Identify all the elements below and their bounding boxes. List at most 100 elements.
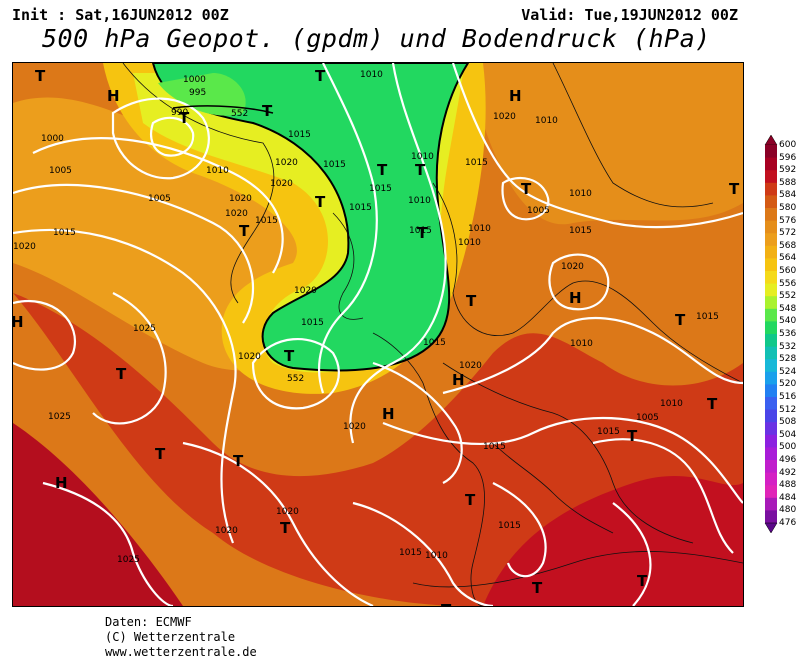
legend-tick-label: 556	[779, 278, 797, 289]
isobar-label: 1010	[411, 152, 434, 162]
isobar-label: 1010	[660, 399, 683, 409]
legend-color-swatch	[765, 296, 777, 310]
legend-tick-label: 484	[779, 492, 797, 503]
legend-color-swatch	[765, 384, 777, 398]
low-pressure-marker: T	[262, 102, 273, 120]
legend-color-swatch	[765, 258, 777, 272]
legend-color-swatch	[765, 422, 777, 436]
legend-color-swatch	[765, 397, 777, 411]
isobar-label: 1010	[569, 189, 592, 199]
legend-color-swatch	[765, 283, 777, 297]
legend-color-swatch	[765, 195, 777, 209]
legend-tick-label: 536	[779, 329, 797, 339]
high-pressure-marker: H	[382, 405, 395, 423]
low-pressure-marker: T	[280, 519, 291, 537]
legend-tick-label: 508	[779, 417, 797, 428]
isobar-label: 1015	[399, 548, 422, 558]
map-canvas: 1000 995 990 1005 1010 1000 1005 1010 10…	[13, 63, 743, 606]
legend-color-swatch	[765, 409, 777, 423]
low-pressure-marker: T	[377, 161, 388, 179]
isobar-label: 1020	[561, 262, 584, 272]
legend-tick-label: 520	[779, 379, 797, 390]
low-pressure-marker: T	[415, 161, 426, 179]
legend-tick-label: 588	[779, 177, 797, 188]
isobar-label: 1005	[527, 206, 550, 216]
low-pressure-marker: T	[521, 180, 532, 198]
high-pressure-marker: H	[509, 87, 522, 105]
isobar-label: 1020	[459, 361, 482, 371]
isobar-label: 1015	[569, 226, 592, 236]
height-label: 552	[287, 374, 304, 384]
isobar-label: 1020	[270, 179, 293, 189]
low-pressure-marker: T	[627, 427, 638, 445]
isobar-label: 1015	[301, 318, 324, 328]
legend-color-swatch	[765, 434, 777, 448]
legend-color-swatch	[765, 371, 777, 385]
isobar-label: 1015	[288, 130, 311, 140]
high-pressure-marker: H	[55, 474, 68, 492]
isobar-label: 1025	[48, 412, 71, 422]
isobar-label: 1015	[255, 216, 278, 226]
isobar-label: 1010	[408, 196, 431, 206]
isobar-label: 1015	[349, 203, 372, 213]
legend-tick-label: 512	[779, 404, 797, 415]
high-pressure-marker: H	[569, 289, 582, 307]
legend-tick-label: 592	[779, 165, 797, 176]
legend-tick-label: 496	[779, 455, 797, 465]
low-pressure-marker: T	[637, 572, 648, 590]
legend-color-swatch	[765, 359, 777, 373]
isobar-label: 1010	[425, 551, 448, 561]
legend-top-arrow	[764, 135, 778, 146]
isobar-label: 995	[189, 88, 206, 98]
weather-map: 1000 995 990 1005 1010 1000 1005 1010 10…	[12, 62, 744, 607]
geopotential-field	[13, 63, 743, 606]
legend-color-swatch	[765, 497, 777, 511]
legend-color-swatch	[765, 245, 777, 259]
high-pressure-marker: H	[107, 87, 120, 105]
valid-time-label: Valid: Tue,19JUN2012 00Z	[521, 6, 738, 24]
isobar-label: 1020	[229, 194, 252, 204]
color-scale-legend: 600 596 592 588 584 580 576 572 568 564 560 556 552 5…	[764, 135, 812, 535]
legend-tick-label: 576	[779, 215, 797, 226]
low-pressure-marker: T	[729, 180, 740, 198]
legend-tick-label: 516	[779, 392, 797, 402]
low-pressure-marker: T	[116, 365, 127, 383]
legend-color-swatch	[765, 220, 777, 234]
legend-tick-label: 548	[779, 303, 797, 314]
map-title: 500 hPa Geopot. (gpdm) und Bodendruck (h…	[42, 24, 711, 53]
isobar-label: 1025	[117, 555, 140, 565]
legend-tick-label: 532	[779, 341, 797, 352]
init-time-label: Init : Sat,16JUN2012 00Z	[12, 6, 229, 24]
legend-color-swatch	[765, 472, 777, 486]
legend-color-swatch	[765, 334, 777, 348]
legend-color-swatch	[765, 447, 777, 461]
legend-tick-label: 540	[779, 316, 797, 327]
isobar-labels: 1000 995 990 1005 1010 1000 1005 1010 10…	[13, 70, 719, 565]
legend-color-swatch	[765, 460, 777, 474]
isobar-label: 1010	[458, 238, 481, 248]
isobar-label: 1020	[343, 422, 366, 432]
high-pressure-marker: H	[452, 371, 465, 389]
low-pressure-marker: T	[465, 491, 476, 509]
legend-bottom-arrow	[764, 522, 778, 534]
low-pressure-marker: T	[35, 67, 46, 85]
isobar-label: 1020	[493, 112, 516, 122]
credits: Daten: ECMWF (C) Wetterzentrale www.wett…	[105, 615, 257, 660]
legend-color-swatch	[765, 321, 777, 335]
isobar-label: 1020	[275, 158, 298, 168]
legend-tick-label: 600	[779, 140, 797, 150]
isobars	[13, 63, 743, 606]
low-pressure-marker: T	[532, 579, 543, 597]
legend-color-swatch	[765, 271, 777, 285]
height-label: 552	[231, 109, 248, 119]
isobar-label: 1015	[498, 521, 521, 531]
isobar-label: 1010	[360, 70, 383, 80]
legend-tick-label: 564	[779, 253, 797, 264]
isobar-label: 1025	[133, 324, 156, 334]
low-pressure-marker: T	[675, 311, 686, 329]
legend-tick-label: 528	[779, 354, 797, 365]
website-label: www.wetterzentrale.de	[105, 645, 257, 659]
low-pressure-marker: T	[155, 445, 166, 463]
legend-tick-label: 492	[779, 467, 797, 478]
isobar-label: 1020	[13, 242, 36, 252]
